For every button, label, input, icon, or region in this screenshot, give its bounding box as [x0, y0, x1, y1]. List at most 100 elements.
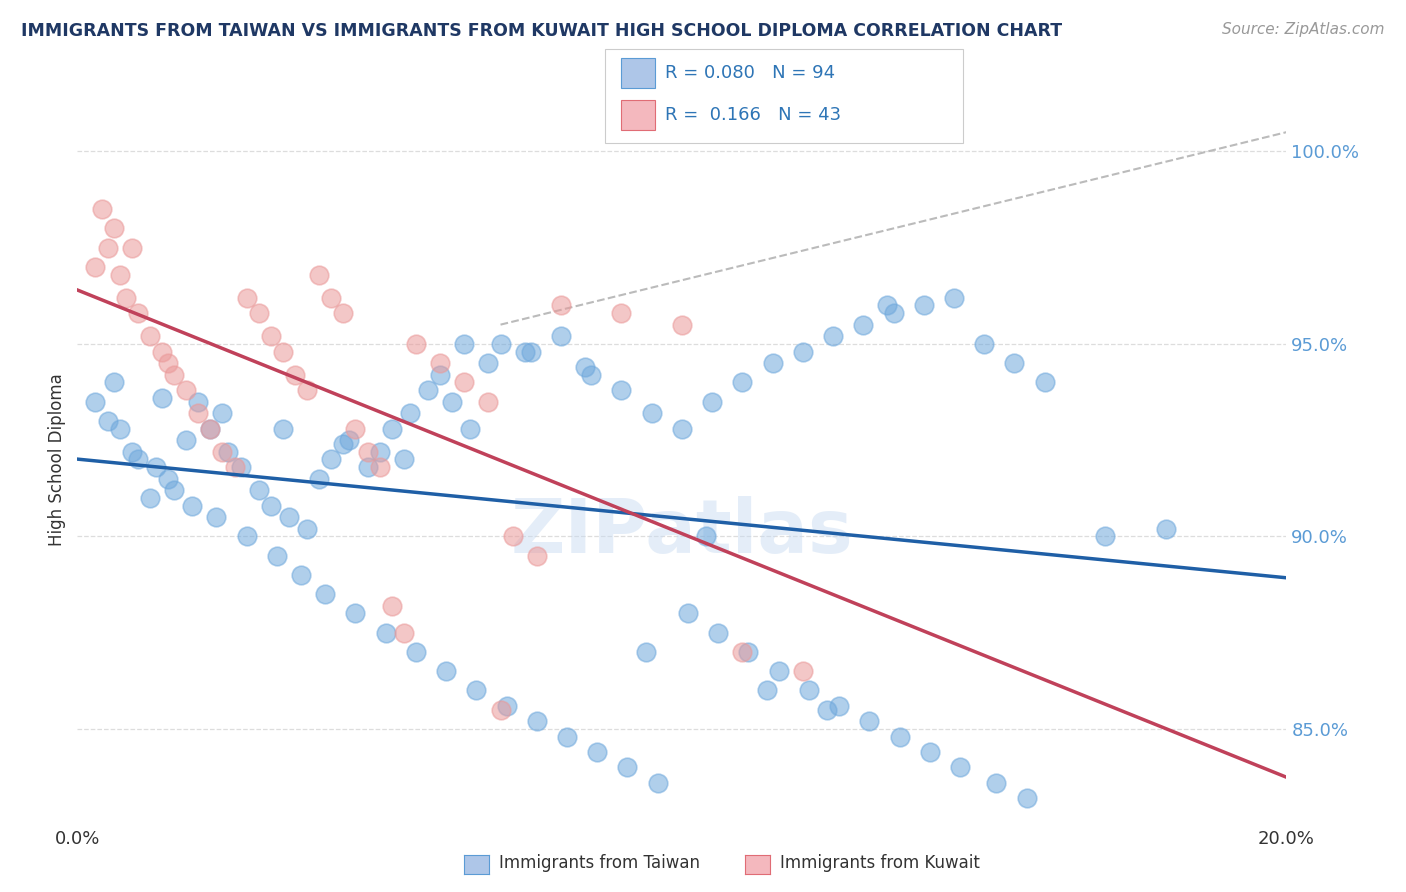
Point: [96, 241, 118, 255]
Point: [731, 645, 754, 659]
Point: [121, 241, 143, 255]
Point: [374, 625, 396, 640]
Point: [828, 698, 851, 713]
Point: [792, 344, 814, 359]
Point: [1004, 356, 1026, 370]
Point: [616, 760, 638, 774]
Point: [235, 529, 257, 543]
Point: [381, 421, 404, 435]
Point: [121, 444, 143, 458]
Point: [260, 329, 283, 343]
Point: [1015, 791, 1038, 805]
Point: [574, 359, 596, 374]
Point: [641, 406, 664, 420]
Point: [453, 376, 475, 390]
Point: [797, 683, 820, 698]
Point: [731, 376, 754, 390]
Point: [127, 306, 149, 320]
Point: [465, 683, 488, 698]
Text: Immigrants from Taiwan: Immigrants from Taiwan: [499, 855, 700, 872]
Point: [671, 318, 693, 332]
Point: [96, 414, 118, 428]
Point: [647, 776, 669, 790]
Point: [815, 703, 838, 717]
Point: [477, 394, 499, 409]
Point: [308, 472, 330, 486]
Point: [235, 291, 257, 305]
Point: [84, 394, 107, 409]
Point: [145, 460, 167, 475]
Point: [229, 460, 252, 475]
Point: [356, 460, 378, 475]
Point: [550, 298, 572, 312]
Point: [200, 421, 222, 435]
Point: [453, 337, 475, 351]
Point: [157, 356, 180, 370]
Point: [768, 664, 790, 678]
Point: [392, 452, 415, 467]
Point: [368, 444, 391, 458]
Point: [224, 460, 246, 475]
Point: [114, 291, 136, 305]
Text: IMMIGRANTS FROM TAIWAN VS IMMIGRANTS FROM KUWAIT HIGH SCHOOL DIPLOMA CORRELATION: IMMIGRANTS FROM TAIWAN VS IMMIGRANTS FRO…: [21, 22, 1062, 40]
Point: [429, 356, 451, 370]
Point: [200, 421, 222, 435]
Point: [108, 268, 131, 282]
Point: [949, 760, 972, 774]
Point: [139, 491, 162, 505]
Point: [458, 421, 481, 435]
Point: [702, 394, 724, 409]
Point: [671, 421, 693, 435]
Point: [610, 383, 633, 397]
Point: [973, 337, 995, 351]
Point: [247, 306, 270, 320]
Text: R = 0.080   N = 94: R = 0.080 N = 94: [665, 63, 835, 82]
Point: [399, 406, 422, 420]
Point: [489, 337, 512, 351]
Point: [321, 452, 343, 467]
Y-axis label: High School Diploma: High School Diploma: [48, 373, 66, 546]
Point: [211, 444, 233, 458]
Point: [429, 368, 451, 382]
Point: [762, 356, 785, 370]
Point: [321, 291, 343, 305]
Point: [163, 368, 186, 382]
Point: [1154, 522, 1177, 536]
Point: [792, 664, 814, 678]
Point: [852, 318, 875, 332]
Text: ZIPatlas: ZIPatlas: [510, 496, 853, 569]
Point: [581, 368, 603, 382]
Point: [266, 549, 288, 563]
Point: [707, 625, 730, 640]
Point: [308, 268, 330, 282]
Point: [295, 383, 318, 397]
Point: [218, 444, 240, 458]
Point: [405, 645, 427, 659]
Point: [181, 499, 204, 513]
Point: [337, 433, 360, 447]
Point: [295, 522, 318, 536]
Point: [103, 376, 125, 390]
Point: [942, 291, 965, 305]
Point: [737, 645, 759, 659]
Point: [489, 703, 512, 717]
Point: [260, 499, 283, 513]
Point: [332, 306, 354, 320]
Point: [84, 260, 107, 274]
Point: [271, 344, 294, 359]
Point: [526, 714, 548, 728]
Point: [586, 745, 609, 759]
Point: [1094, 529, 1116, 543]
Point: [150, 391, 173, 405]
Point: [247, 483, 270, 498]
Point: [284, 368, 307, 382]
Point: [187, 394, 209, 409]
Point: [381, 599, 404, 613]
Point: [368, 460, 391, 475]
Point: [610, 306, 633, 320]
Point: [513, 344, 536, 359]
Point: [434, 664, 457, 678]
Point: [163, 483, 186, 498]
Point: [495, 698, 517, 713]
Point: [755, 683, 778, 698]
